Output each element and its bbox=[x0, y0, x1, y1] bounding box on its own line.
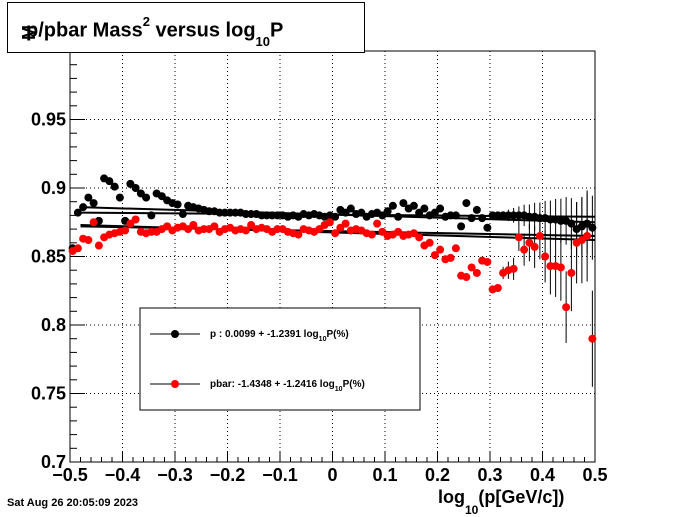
pbar-data-point bbox=[415, 233, 424, 242]
chart-title: p/pbar Mass2 versus log10P bbox=[26, 14, 284, 49]
p-data-point bbox=[483, 223, 492, 232]
pbar-data-point bbox=[493, 284, 502, 293]
pbar-data-point bbox=[467, 263, 476, 272]
y-tick-label: 0.8 bbox=[41, 315, 66, 335]
p-data-point bbox=[73, 208, 82, 217]
pbar-data-point bbox=[562, 303, 571, 312]
y-tick-label: 0.75 bbox=[31, 384, 66, 404]
p-data-point bbox=[147, 211, 156, 220]
pbar-data-point bbox=[373, 219, 382, 228]
pbar-data-point bbox=[451, 244, 460, 253]
x-tick-label: −0.5 bbox=[52, 465, 88, 485]
pbar-data-point bbox=[520, 245, 529, 254]
x-tick-label: 0.5 bbox=[582, 465, 607, 485]
legend-box bbox=[139, 307, 421, 411]
p-data-point bbox=[388, 201, 397, 210]
timestamp: Sat Aug 26 20:05:09 2023 bbox=[7, 497, 139, 509]
x-tick-label: −0.4 bbox=[105, 465, 141, 485]
p-data-point bbox=[478, 214, 487, 223]
p-data-point bbox=[115, 193, 124, 202]
p-data-point bbox=[399, 199, 408, 208]
pbar-data-point bbox=[514, 233, 523, 242]
legend-marker-pbar bbox=[171, 380, 179, 388]
pbar-data-point bbox=[325, 218, 334, 227]
pbar-data-point bbox=[583, 231, 592, 240]
p-data-point bbox=[457, 222, 466, 231]
p-data-point bbox=[436, 204, 445, 213]
p-data-point bbox=[79, 203, 88, 212]
x-tick-label: −0.2 bbox=[210, 465, 246, 485]
y-tick-label: 0.7 bbox=[41, 452, 66, 472]
p-data-point bbox=[394, 212, 403, 221]
p-data-point bbox=[173, 200, 182, 209]
p-data-point bbox=[472, 205, 481, 214]
p-data-point bbox=[588, 223, 597, 232]
pbar-data-point bbox=[425, 238, 434, 247]
p-data-point bbox=[142, 193, 151, 202]
y-tick-label: 0.85 bbox=[31, 247, 66, 267]
p-data-point bbox=[110, 182, 119, 191]
pbar-data-point bbox=[73, 244, 82, 253]
x-tick-label: 0.2 bbox=[425, 465, 450, 485]
p-data-point bbox=[451, 211, 460, 220]
p-data-point bbox=[105, 177, 114, 186]
pbar-data-point bbox=[530, 242, 539, 251]
p-data-point bbox=[567, 219, 576, 228]
p-data-point bbox=[409, 201, 418, 210]
y-tick-label: 0.9 bbox=[41, 178, 66, 198]
y-tick-label: 0.95 bbox=[31, 110, 66, 130]
x-tick-label: 0 bbox=[327, 465, 337, 485]
pbar-data-point bbox=[436, 245, 445, 254]
p-data-point bbox=[89, 199, 98, 208]
pbar-data-point bbox=[94, 241, 103, 250]
x-tick-label: 0.3 bbox=[477, 465, 502, 485]
p-data-point bbox=[420, 204, 429, 213]
x-tick-label: 0.1 bbox=[372, 465, 397, 485]
p-data-point bbox=[346, 204, 355, 213]
pbar-data-point bbox=[84, 236, 93, 245]
legend-marker-p bbox=[171, 330, 179, 338]
p-data-point bbox=[331, 212, 340, 221]
pbar-data-point bbox=[509, 264, 518, 273]
pbar-data-point bbox=[89, 218, 98, 227]
pbar-data-point bbox=[472, 268, 481, 277]
pbar-data-point bbox=[556, 263, 565, 272]
p-data-point bbox=[383, 207, 392, 216]
pbar-data-point bbox=[541, 252, 550, 261]
pbar-data-point bbox=[535, 231, 544, 240]
legend-label-p: p : 0.0099 + -1.2391 log10P(%) bbox=[210, 329, 349, 343]
title-box: p/pbar Mass2 versus log10P bbox=[7, 2, 365, 53]
legend-label-pbar: pbar: -1.4348 + -1.2416 log10P(%) bbox=[210, 379, 365, 393]
x-axis-label: log10(p[GeV/c]) bbox=[438, 487, 565, 517]
p-data-point bbox=[84, 193, 93, 202]
pbar-data-point bbox=[483, 257, 492, 266]
pbar-data-point bbox=[210, 222, 219, 231]
pbar-data-point bbox=[430, 251, 439, 260]
p-data-point bbox=[462, 199, 471, 208]
p-data-point bbox=[467, 214, 476, 223]
pbar-data-point bbox=[462, 273, 471, 282]
p-data-point bbox=[178, 210, 187, 219]
pbar-data-point bbox=[121, 226, 130, 235]
pbar-data-point bbox=[341, 219, 350, 228]
pbar-data-point bbox=[588, 334, 597, 343]
pbar-data-point bbox=[131, 215, 140, 224]
x-tick-label: −0.3 bbox=[157, 465, 193, 485]
y-axis-label: M bbox=[19, 25, 39, 40]
pbar-data-point bbox=[294, 230, 303, 239]
pbar-data-point bbox=[567, 268, 576, 277]
x-tick-label: 0.4 bbox=[530, 465, 555, 485]
pbar-data-point bbox=[367, 230, 376, 239]
x-tick-label: −0.1 bbox=[262, 465, 298, 485]
pbar-data-point bbox=[189, 220, 198, 229]
pbar-data-point bbox=[446, 253, 455, 262]
pbar-data-point bbox=[331, 229, 340, 238]
p-data-point bbox=[131, 184, 140, 192]
pbar-data-point bbox=[241, 226, 250, 235]
